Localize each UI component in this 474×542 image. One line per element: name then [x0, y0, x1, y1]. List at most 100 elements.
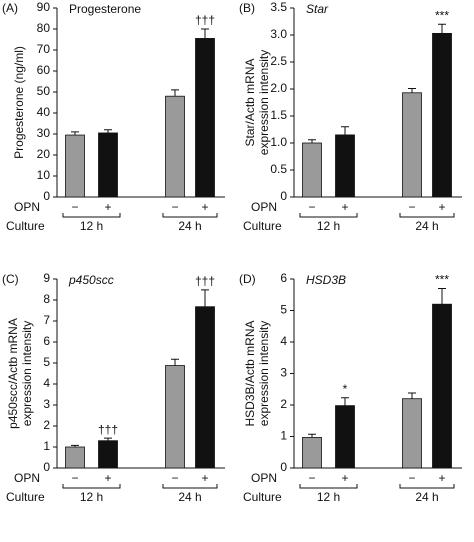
y-tick-label: 6 [280, 271, 287, 285]
y-axis-label: expression intensity [20, 321, 34, 426]
y-tick-label: 8 [43, 292, 50, 306]
panel-title: HSD3B [306, 273, 346, 287]
treatment-label: − [308, 471, 315, 485]
y-tick-label: 1 [280, 429, 287, 443]
group-label: 12 h [80, 219, 103, 233]
treatment-label: − [171, 200, 178, 214]
y-tick-label: 90 [37, 0, 51, 14]
y-tick-label: 70 [37, 42, 51, 56]
treatment-label: − [308, 200, 315, 214]
y-tick-label: 10 [37, 168, 51, 182]
bar [195, 38, 215, 198]
treatment-label: − [71, 200, 78, 214]
y-axis-label: expression intensity [257, 50, 271, 155]
significance-label: ††† [98, 422, 118, 436]
treatment-label: + [104, 471, 111, 485]
y-tick-label: 6 [43, 334, 50, 348]
y-tick-label: 50 [37, 84, 51, 98]
error-bar [201, 289, 209, 307]
row-label: OPN [14, 200, 40, 214]
significance-label: * [343, 382, 348, 396]
row-label: OPN [251, 471, 277, 485]
treatment-label: − [71, 471, 78, 485]
y-tick-label: 0 [280, 460, 287, 474]
significance-label: *** [435, 8, 449, 22]
error-bar [341, 126, 349, 135]
error-bar [71, 131, 79, 136]
error-bar [341, 397, 349, 406]
y-axis-label: HSD3B/Actb mRNA [243, 320, 257, 426]
y-tick-label: 7 [43, 313, 50, 327]
panel: (B) Star Star/Actb mRNA expression intensit… [239, 0, 462, 233]
bar [432, 303, 452, 469]
panel-title: p450scc [68, 273, 114, 287]
row-label: Culture [6, 219, 45, 233]
group-label: 12 h [317, 219, 340, 233]
treatment-label: + [438, 471, 445, 485]
treatment-label: − [408, 200, 415, 214]
y-axis-label: expression intensity [257, 321, 271, 426]
bar [402, 92, 422, 198]
significance-label: ††† [195, 13, 215, 27]
error-bar [308, 433, 316, 438]
error-bar [408, 392, 416, 399]
error-bar [171, 358, 179, 366]
group-label: 24 h [178, 219, 201, 233]
row-label: Culture [6, 490, 45, 504]
y-axis-label: p450scc/Actb mRNA [6, 318, 20, 429]
bar [302, 437, 322, 469]
group-bracket [62, 213, 121, 218]
group-label: 24 h [415, 490, 438, 504]
y-tick-label: 3.5 [270, 0, 287, 14]
error-bar [171, 89, 179, 97]
y-tick-label: 60 [37, 63, 51, 77]
group-bracket [299, 213, 358, 218]
group-label: 24 h [178, 490, 201, 504]
row-label: Culture [243, 219, 282, 233]
group-bracket [399, 484, 455, 489]
y-tick-label: 0 [43, 460, 50, 474]
bar [432, 32, 452, 198]
error-bar [71, 444, 79, 447]
y-tick-label: 2 [280, 397, 287, 411]
bar [335, 134, 355, 198]
treatment-label: + [201, 471, 208, 485]
error-bar [438, 23, 446, 34]
error-bar [408, 87, 416, 93]
y-tick-label: 9 [43, 271, 50, 285]
treatment-label: + [438, 200, 445, 214]
treatment-label: − [408, 471, 415, 485]
y-tick-label: 5 [280, 303, 287, 317]
y-tick-label: 0.5 [270, 162, 287, 176]
treatment-label: + [341, 471, 348, 485]
y-tick-label: 1.0 [270, 135, 287, 149]
panel-label: (C) [2, 272, 19, 286]
treatment-label: + [201, 200, 208, 214]
y-tick-label: 3 [280, 366, 287, 380]
bar [302, 142, 322, 198]
error-bar [438, 287, 446, 305]
treatment-label: − [171, 471, 178, 485]
bar [98, 440, 118, 469]
group-bracket [62, 484, 121, 489]
row-label: Culture [243, 490, 282, 504]
panel-title: Star [306, 2, 329, 16]
y-tick-label: 0 [43, 189, 50, 203]
panel: (C) p450scc p450scc/Actb mRNA expression in… [2, 271, 225, 504]
group-bracket [299, 484, 358, 489]
y-axis-label: Star/Actb mRNA [243, 58, 257, 146]
panel: (D) HSD3B HSD3B/Actb mRNA expression intens… [239, 271, 462, 504]
bar [65, 134, 85, 198]
y-tick-label: 20 [37, 147, 51, 161]
group-label: 24 h [415, 219, 438, 233]
bar [98, 132, 118, 198]
bar [335, 405, 355, 469]
y-tick-label: 2 [43, 418, 50, 432]
y-tick-label: 1.5 [270, 108, 287, 122]
panel-label: (B) [239, 1, 255, 15]
y-tick-label: 1 [43, 439, 50, 453]
bar [65, 446, 85, 469]
error-bar [308, 139, 316, 143]
bar [165, 95, 185, 198]
